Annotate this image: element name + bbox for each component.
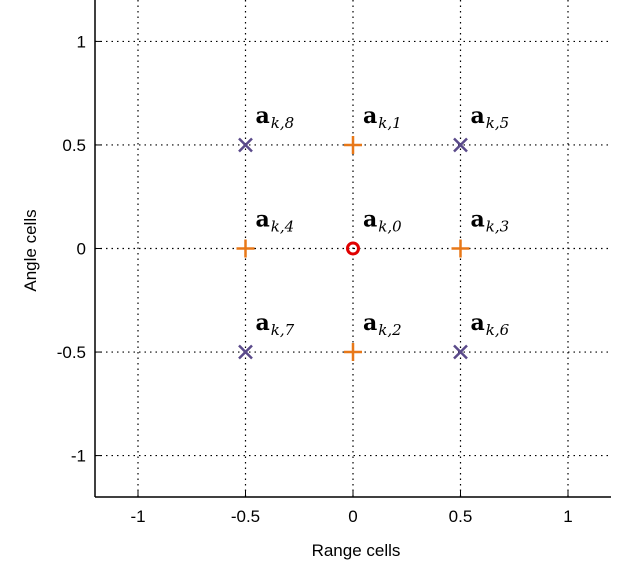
tick-labels: -1 -0.5 0 0.5 1 -1 -0.5 0 0.5 1 bbox=[57, 32, 573, 526]
point-circle-marker bbox=[346, 241, 360, 256]
point-x-marker bbox=[238, 344, 253, 360]
x-tick-label: -1 bbox=[130, 507, 145, 526]
point-label: ak,1 bbox=[363, 103, 402, 132]
point-label: ak,6 bbox=[471, 310, 510, 339]
point-plus-marker bbox=[344, 343, 362, 362]
point-label: ak,0 bbox=[363, 207, 402, 236]
point-label: ak,7 bbox=[256, 310, 295, 339]
point-label: ak,4 bbox=[256, 207, 295, 236]
axes bbox=[94, 0, 611, 498]
point-x-marker bbox=[453, 137, 468, 153]
data-points bbox=[236, 135, 470, 362]
y-tick-label: -1 bbox=[71, 447, 86, 466]
x-tick-label: -0.5 bbox=[231, 507, 260, 526]
grid bbox=[95, 0, 611, 497]
x-axis-label: Range cells bbox=[312, 541, 401, 560]
point-label: ak,8 bbox=[256, 103, 295, 132]
point-x-marker bbox=[453, 344, 468, 360]
y-axis-label: Angle cells bbox=[21, 209, 40, 291]
point-plus-marker bbox=[344, 135, 362, 154]
point-x-marker bbox=[238, 137, 253, 153]
y-tick-label: 1 bbox=[77, 32, 86, 51]
y-tick-label: 0 bbox=[77, 240, 86, 259]
point-label: ak,2 bbox=[363, 310, 402, 339]
x-tick-label: 1 bbox=[563, 507, 572, 526]
x-tick-label: 0.5 bbox=[449, 507, 473, 526]
point-plus-marker bbox=[236, 239, 255, 258]
point-labels: ak,0 ak,1 ak,2 ak,3 ak,4 ak,5 ak,6 ak,7 ak,8 bbox=[256, 103, 510, 339]
point-plus-marker bbox=[451, 239, 470, 258]
point-label: ak,5 bbox=[471, 103, 510, 132]
y-tick-label: -0.5 bbox=[57, 343, 86, 362]
point-label: ak,3 bbox=[471, 207, 510, 236]
y-tick-label: 0.5 bbox=[62, 136, 86, 155]
x-tick-label: 0 bbox=[348, 507, 357, 526]
